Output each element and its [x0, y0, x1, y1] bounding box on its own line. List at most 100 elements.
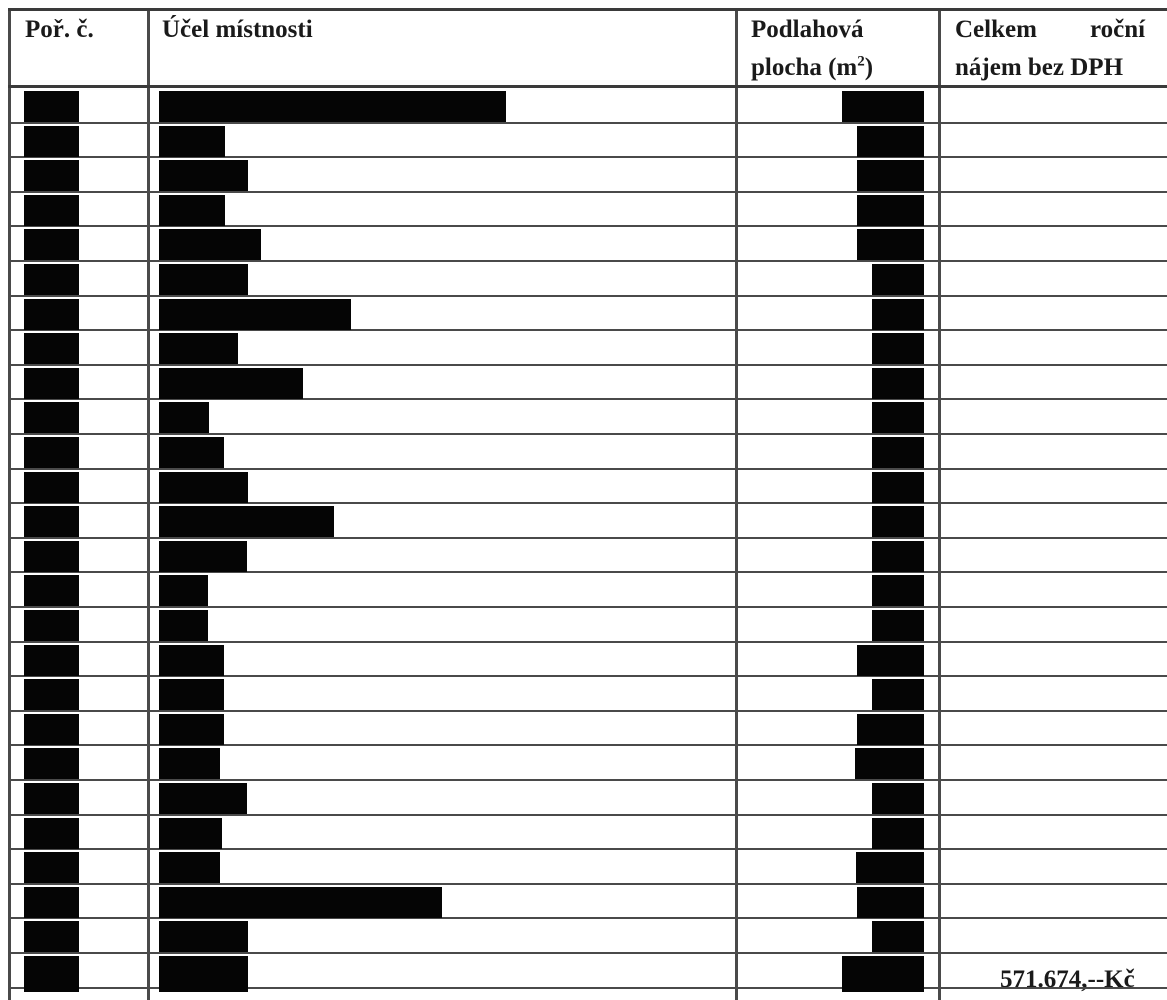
redacted-floor-area [872, 541, 924, 572]
redacted-order-number [24, 610, 79, 641]
redacted-floor-area [872, 333, 924, 364]
redacted-floor-area [842, 91, 924, 122]
redacted-room-purpose [159, 783, 247, 814]
row-divider [8, 191, 1167, 193]
redacted-order-number [24, 91, 79, 122]
redacted-order-number [24, 472, 79, 503]
redacted-order-number [24, 645, 79, 676]
redacted-room-purpose [159, 333, 238, 364]
redacted-order-number [24, 714, 79, 745]
redacted-floor-area [857, 195, 924, 226]
redacted-floor-area [872, 264, 924, 295]
column-divider [8, 8, 11, 1000]
redacted-room-purpose [159, 299, 351, 330]
redacted-floor-area [872, 818, 924, 849]
redacted-order-number [24, 264, 79, 295]
row-divider [8, 398, 1167, 400]
header-order-number: Poř. č. [25, 16, 94, 43]
redacted-room-purpose [159, 748, 220, 779]
redacted-order-number [24, 437, 79, 468]
redacted-floor-area [872, 783, 924, 814]
column-divider [735, 8, 738, 1000]
row-divider [8, 917, 1167, 919]
redacted-order-number [24, 229, 79, 260]
redacted-order-number [24, 126, 79, 157]
row-divider [8, 710, 1167, 712]
header-floor-area-end: ) [864, 54, 874, 81]
redacted-order-number [24, 748, 79, 779]
redacted-room-purpose [159, 575, 208, 606]
row-divider [8, 225, 1167, 227]
row-divider [8, 468, 1167, 470]
redacted-room-purpose [159, 506, 334, 537]
redacted-order-number [24, 299, 79, 330]
redacted-order-number [24, 679, 79, 710]
row-divider [8, 641, 1167, 643]
redacted-floor-area [857, 887, 924, 918]
row-divider [8, 364, 1167, 366]
row-divider [8, 814, 1167, 816]
redacted-room-purpose [159, 195, 225, 226]
redacted-room-purpose [159, 368, 303, 399]
row-divider [8, 675, 1167, 677]
row-divider [8, 952, 1167, 954]
redacted-floor-area [872, 610, 924, 641]
row-divider [8, 779, 1167, 781]
redacted-order-number [24, 541, 79, 572]
redacted-floor-area [856, 852, 924, 883]
redacted-floor-area [872, 575, 924, 606]
redacted-order-number [24, 575, 79, 606]
redacted-room-purpose [159, 921, 248, 952]
redacted-room-purpose [159, 264, 248, 295]
redacted-order-number [24, 368, 79, 399]
redacted-floor-area [872, 437, 924, 468]
row-divider [8, 122, 1167, 124]
row-divider [8, 606, 1167, 608]
redacted-room-purpose [159, 645, 224, 676]
row-divider [8, 571, 1167, 573]
redacted-floor-area [872, 921, 924, 952]
header-floor-area-line2: plocha (m2) [751, 52, 873, 83]
redacted-order-number [24, 783, 79, 814]
redacted-order-number [24, 402, 79, 433]
header-annual-rent-line1b: roční [1090, 16, 1146, 43]
redacted-floor-area [857, 126, 924, 157]
row-divider [8, 260, 1167, 262]
redacted-order-number [24, 506, 79, 537]
redacted-room-purpose [159, 541, 247, 572]
row-divider [8, 883, 1167, 885]
redacted-order-number [24, 852, 79, 883]
redacted-floor-area [872, 472, 924, 503]
redacted-floor-area [872, 402, 924, 433]
redacted-floor-area [872, 368, 924, 399]
total-annual-rent: 571.674,--Kč [1000, 966, 1135, 993]
redacted-room-purpose [159, 126, 225, 157]
redacted-floor-area [842, 956, 924, 992]
header-annual-rent-line1a: Celkem [955, 16, 1037, 43]
redacted-floor-area [855, 748, 924, 779]
header-floor-area-sup: 2 [857, 53, 865, 70]
redacted-floor-area [857, 160, 924, 191]
redacted-room-purpose [159, 610, 208, 641]
column-divider [938, 8, 941, 1000]
redacted-room-purpose [159, 402, 209, 433]
row-divider [8, 502, 1167, 504]
header-floor-area-line1: Podlahová [751, 16, 864, 43]
row-divider [8, 433, 1167, 435]
redacted-floor-area [872, 506, 924, 537]
row-divider [8, 848, 1167, 850]
header-annual-rent-line2: nájem bez DPH [955, 54, 1124, 81]
header-room-purpose: Účel místnosti [162, 16, 313, 43]
redacted-room-purpose [159, 679, 224, 710]
redacted-room-purpose [159, 852, 220, 883]
redacted-order-number [24, 195, 79, 226]
table-top-border [8, 8, 1167, 11]
redacted-floor-area [857, 229, 924, 260]
redacted-floor-area [872, 299, 924, 330]
redacted-order-number [24, 333, 79, 364]
redacted-room-purpose [159, 714, 224, 745]
redacted-room-purpose [159, 229, 261, 260]
row-divider [8, 329, 1167, 331]
redacted-order-number [24, 160, 79, 191]
